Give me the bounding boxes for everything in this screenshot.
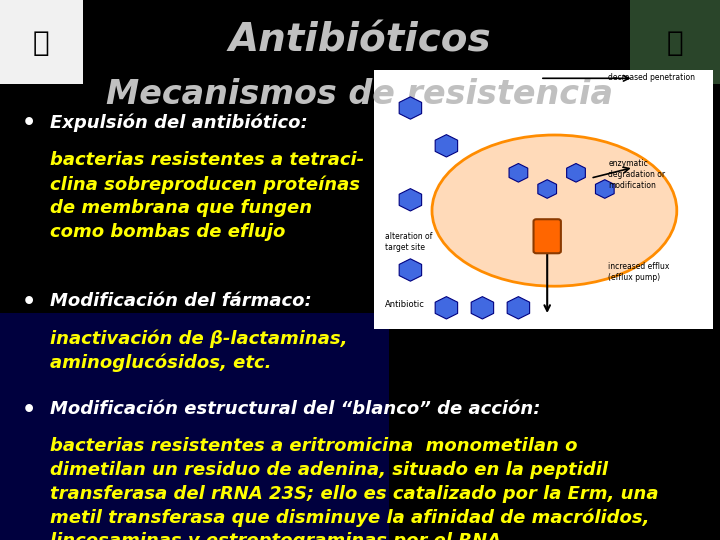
Text: Expulsión del antibiótico:: Expulsión del antibiótico:	[50, 113, 308, 132]
Polygon shape	[595, 180, 614, 198]
Polygon shape	[538, 180, 557, 198]
Text: Modificación estructural del “blanco” de acción:: Modificación estructural del “blanco” de…	[50, 400, 541, 417]
Polygon shape	[435, 296, 458, 319]
Polygon shape	[399, 259, 422, 281]
Polygon shape	[399, 97, 422, 119]
Text: •: •	[22, 113, 36, 133]
Ellipse shape	[432, 135, 677, 286]
Bar	[0, 313, 389, 540]
Polygon shape	[471, 296, 494, 319]
Text: enzymatic
degradation or
modification: enzymatic degradation or modification	[608, 159, 665, 191]
Polygon shape	[507, 296, 530, 319]
Text: Antibióticos: Antibióticos	[229, 22, 491, 59]
Text: •: •	[22, 400, 36, 420]
Polygon shape	[509, 164, 528, 182]
Polygon shape	[435, 134, 458, 157]
Text: 🏛: 🏛	[32, 29, 50, 57]
Text: 🎭: 🎭	[667, 29, 684, 57]
Text: bacterias resistentes a eritromicina  monometilan o
dimetilan un residuo de aden: bacterias resistentes a eritromicina mon…	[50, 437, 659, 540]
Text: decreased penetration: decreased penetration	[608, 73, 696, 82]
Text: bacterias resistentes a tetraci-
clina sobreproducen proteínas
de membrana que f: bacterias resistentes a tetraci- clina s…	[50, 151, 364, 241]
Polygon shape	[399, 188, 422, 211]
Text: inactivación de β-lactaminas,
aminoglucósidos, etc.: inactivación de β-lactaminas, aminoglucó…	[50, 329, 348, 372]
Text: Antibiotic: Antibiotic	[385, 300, 425, 309]
Text: increased efflux
(efflux pump): increased efflux (efflux pump)	[608, 262, 670, 282]
Text: alteration of
target site: alteration of target site	[385, 232, 433, 252]
Text: •: •	[22, 292, 36, 312]
Bar	[374, 70, 713, 329]
Polygon shape	[567, 164, 585, 182]
Bar	[0, 0, 83, 84]
Text: Mecanismos de resistencia: Mecanismos de resistencia	[107, 78, 613, 111]
Bar	[630, 0, 720, 84]
FancyBboxPatch shape	[534, 219, 561, 253]
Text: Modificación del fármaco:: Modificación del fármaco:	[50, 292, 312, 309]
